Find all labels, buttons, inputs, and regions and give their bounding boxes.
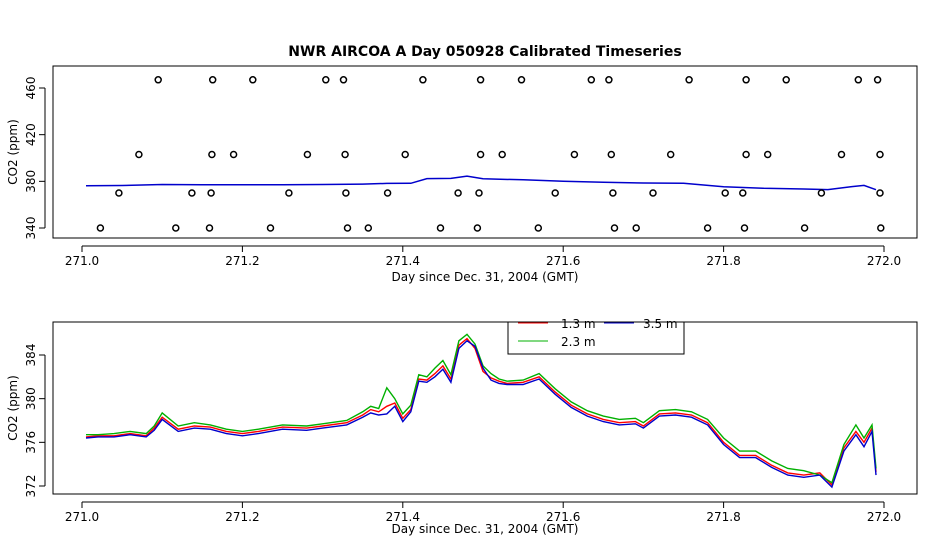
bottom-y-tick-label: 376 (24, 431, 38, 454)
chart-title: NWR AIRCOA A Day 050928 Calibrated Times… (288, 44, 681, 60)
scatter-point (322, 76, 330, 84)
scatter-point (436, 224, 445, 232)
bottom-x-tick-label: 271.4 (386, 510, 420, 524)
bottom-y-axis-label: CO2 (ppm) (6, 375, 20, 441)
scatter-point (401, 150, 409, 159)
scatter-point (873, 76, 882, 84)
scatter-point (587, 76, 596, 84)
scatter-point (285, 189, 293, 197)
top-x-tick-label: 271.0 (65, 254, 99, 268)
bottom-plot-frame (52, 321, 918, 495)
scatter-point (877, 224, 885, 232)
scatter-point (454, 189, 462, 197)
scatter-point (721, 189, 729, 197)
scatter-point (876, 189, 884, 197)
top-y-tick-label: 380 (24, 170, 38, 193)
top-x-tick-label: 271.2 (225, 254, 259, 268)
bottom-x-tick-label: 271.6 (546, 510, 580, 524)
bottom-x-tick-label: 271.0 (65, 510, 99, 524)
scatter-point (854, 76, 863, 84)
top-x-tick-label: 271.4 (386, 254, 420, 268)
scatter-point (800, 224, 809, 232)
top-y-tick-label: 420 (24, 123, 38, 146)
scatter-point (476, 150, 485, 159)
scatter-point (419, 76, 427, 84)
top-panel: 271.0 271.2 271.4 271.6 271.8 272.0 340 380 420… (6, 65, 918, 284)
legend-box (507, 321, 685, 355)
scatter-point (135, 150, 143, 159)
scatter-point (364, 224, 373, 232)
scatter-point (534, 224, 543, 232)
scatter-point (208, 150, 216, 159)
scatter-point (740, 224, 749, 232)
bottom-y-tick-label: 372 (24, 475, 38, 498)
scatter-point (207, 189, 215, 197)
scatter-point (498, 150, 506, 159)
scatter-point (205, 224, 214, 232)
scatter-point (742, 150, 750, 159)
scatter-point (817, 189, 826, 197)
top-x-tick-label: 272.0 (867, 254, 901, 268)
top-x-tick-label: 271.8 (706, 254, 740, 268)
scatter-point (342, 189, 350, 197)
legend-label-3-5m: 3.5 m (643, 317, 678, 331)
scatter-point (703, 224, 712, 232)
top-y-tick-label: 460 (24, 77, 38, 100)
scatter-point (115, 189, 123, 197)
bottom-panel: 271.0 271.2 271.4 271.6 271.8 272.0 372 376 380… (6, 317, 918, 536)
top-x-tick-label: 271.6 (546, 254, 580, 268)
scatter-point (476, 76, 485, 84)
bottom-y-tick-label: 380 (24, 387, 38, 410)
top-y-tick-label: 340 (24, 217, 38, 240)
scatter-point (610, 224, 619, 232)
scatter-point (475, 189, 483, 197)
scatter-point (266, 224, 275, 232)
scatter-point (154, 76, 162, 84)
scatter-point (876, 150, 884, 159)
bottom-y-tick-label: 384 (24, 344, 38, 367)
scatter-point (303, 150, 312, 159)
scatter-point (249, 76, 257, 84)
scatter-point (649, 189, 657, 197)
scatter-point (383, 189, 392, 197)
scatter-point (339, 76, 348, 84)
scatter-point (343, 224, 352, 232)
scatter-point (229, 150, 238, 159)
scatter-point (739, 189, 747, 197)
bottom-x-axis-label: Day since Dec. 31, 2004 (GMT) (392, 522, 579, 536)
legend-label-2-3m: 2.3 m (561, 335, 596, 349)
top-plot-frame (52, 65, 918, 239)
legend-label-1-3m: 1.3 m (561, 317, 596, 331)
series-line-2-3m (86, 333, 877, 484)
scatter-point (517, 76, 526, 84)
scatter-point (685, 76, 693, 84)
bottom-x-tick-label: 271.8 (706, 510, 740, 524)
scatter-point (837, 150, 846, 159)
scatter-point (605, 76, 613, 84)
top-series-line (85, 175, 877, 191)
scatter-point (609, 189, 617, 197)
scatter-point (782, 76, 790, 84)
scatter-point (172, 224, 180, 232)
scatter-point (341, 150, 349, 159)
scatter-point (607, 150, 616, 159)
top-x-axis-label: Day since Dec. 31, 2004 (GMT) (392, 270, 579, 284)
scatter-point (632, 224, 640, 232)
bottom-x-tick-label: 272.0 (867, 510, 901, 524)
scatter-point (666, 150, 675, 159)
scatter-point (96, 224, 105, 232)
bottom-x-tick-label: 271.2 (225, 510, 259, 524)
chart-legend: 1.3 m 2.3 m 3.5 m (507, 317, 685, 355)
series-line-3-5m (85, 339, 877, 489)
scatter-point (188, 189, 196, 197)
scatter-point (570, 150, 579, 159)
top-y-axis-label: CO2 (ppm) (6, 119, 20, 185)
scatter-point (473, 224, 482, 232)
scatter-point (763, 150, 772, 159)
scatter-point (742, 76, 750, 84)
scatter-point (551, 189, 559, 197)
scatter-point (208, 76, 217, 84)
